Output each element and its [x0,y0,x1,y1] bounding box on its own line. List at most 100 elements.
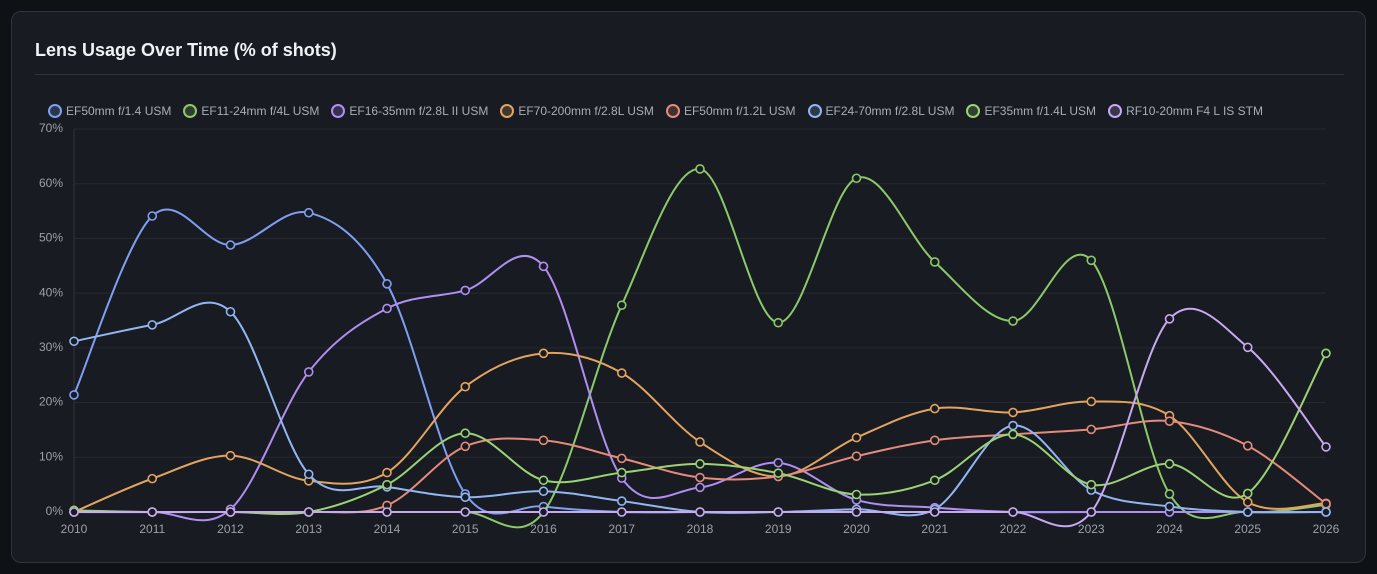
data-point [225,306,236,317]
data-point [1242,488,1253,499]
legend-label: RF10-20mm F4 L IS STM [1126,104,1263,118]
data-point [147,507,158,517]
legend: EF50mm f/1.4 USM EF11-24mm f/4L USM EF16-3… [48,104,1338,118]
data-point [1008,429,1018,440]
data-point [773,468,784,478]
data-point [69,507,79,517]
data-point [1008,407,1018,418]
x-tick-label: 2016 [530,522,557,536]
legend-item[interactable]: EF16-35mm f/2.8L II USM [331,104,488,118]
data-point [695,507,705,517]
data-point [616,496,627,506]
x-tick-label: 2013 [295,522,322,536]
chart-title: Lens Usage Over Time (% of shots) [35,40,337,60]
data-point [1242,342,1253,353]
legend-label: EF50mm f/1.4 USM [66,104,172,118]
data-point [1164,489,1175,499]
legend-item[interactable]: EF50mm f/1.2L USM [665,104,796,118]
data-point [695,459,705,469]
x-tick-label: 2011 [139,522,165,536]
data-point [382,467,392,478]
data-point [1321,498,1331,509]
data-point [1086,396,1097,407]
data-point [69,390,79,400]
legend-swatch [331,104,346,118]
x-tick-label: 2010 [61,522,88,536]
legend-item[interactable]: EF24-70mm f/2.8L USM [807,104,955,118]
data-point [460,428,471,439]
legend-item[interactable]: RF10-20mm F4 L IS STM [1108,104,1263,118]
data-point [1086,424,1097,435]
data-point [538,435,549,446]
data-point [1008,507,1018,517]
data-point [382,507,392,517]
legend-item[interactable]: EF11-24mm f/4L USM [183,104,319,118]
legend-swatch [807,104,822,118]
legend-label: EF16-35mm f/2.8L II USM [349,104,489,118]
data-point [225,240,236,250]
data-point [616,453,627,464]
data-point [929,403,940,414]
data-point [147,320,158,330]
legend-swatch [665,104,680,118]
legend-label: EF11-24mm f/4L USM [201,104,320,118]
data-point [695,482,705,493]
data-point [1242,440,1253,451]
data-point [538,261,549,272]
data-point [929,257,940,267]
data-point [382,279,392,289]
x-tick-label: 2019 [765,522,792,536]
x-tick-label: 2024 [1156,522,1183,536]
data-point [851,432,862,443]
y-tick-label: 40% [39,285,63,299]
legend-item[interactable]: EF70-200mm f/2.8L USM [500,104,654,118]
data-point [1242,507,1253,517]
legend-item[interactable]: EF50mm f/1.4 USM [48,104,171,118]
data-point [1008,316,1018,326]
data-point [69,336,79,347]
x-tick-label: 2021 [921,522,948,536]
data-point [929,475,940,486]
legend-label: EF70-200mm f/2.8L USM [518,104,654,118]
data-point [695,437,705,447]
data-point [929,507,940,517]
x-tick-label: 2018 [687,522,714,536]
series-line [73,307,1327,528]
data-point [616,368,627,378]
y-tick-label: 30% [39,340,63,354]
data-point [382,303,392,314]
data-point [1086,255,1097,266]
data-point [851,507,862,517]
data-point [616,467,627,478]
x-tick-label: 2012 [217,522,244,536]
data-point [538,348,549,359]
data-point [382,479,392,490]
x-tick-label: 2015 [452,522,479,536]
data-point [1164,501,1175,512]
data-point [538,486,549,497]
legend-item[interactable]: EF35mm f/1.4L USM [966,104,1096,118]
data-point [616,300,627,310]
data-point [1242,497,1253,507]
data-point [851,173,862,184]
data-point [303,367,314,377]
data-point [225,507,236,517]
data-point [303,507,314,517]
data-point [460,441,471,452]
chart-card: Lens Usage Over Time (% of shots) EF50mm… [11,11,1366,563]
data-point [1086,479,1097,490]
y-tick-label: 50% [39,231,63,245]
data-point [147,473,158,484]
data-point [695,164,705,174]
data-point [460,285,471,296]
legend-label: EF24-70mm f/2.8L USM [825,104,955,118]
legend-swatch [48,104,62,118]
data-point [460,507,471,517]
data-point [695,472,705,483]
x-tick-label: 2017 [608,522,635,536]
data-point [538,507,549,517]
data-point [1008,420,1018,431]
legend-swatch [183,104,198,118]
